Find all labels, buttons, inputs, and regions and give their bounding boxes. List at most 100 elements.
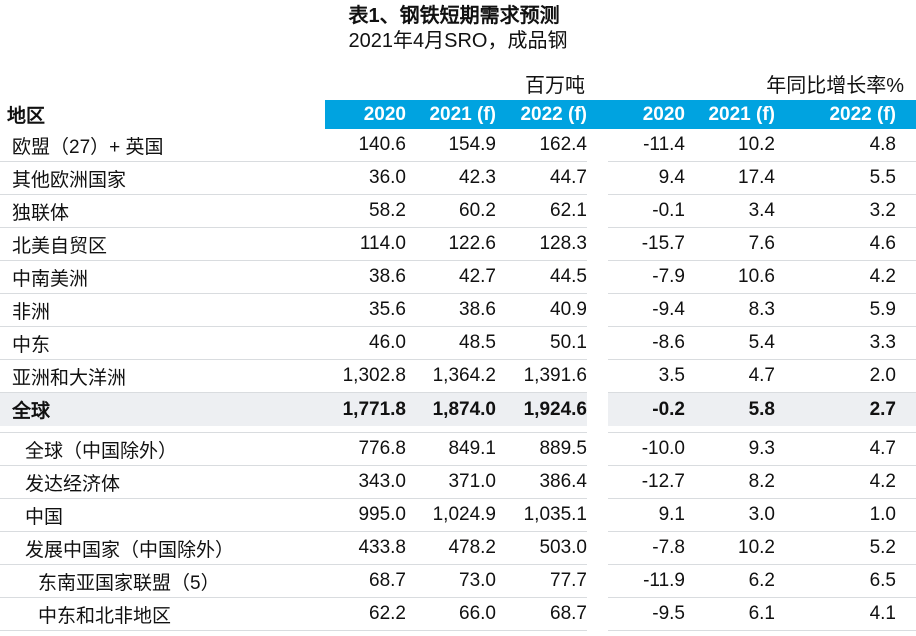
- spacer-segment-left: [0, 426, 587, 433]
- value-cell-tonnes: 1,024.9: [432, 504, 496, 525]
- row-segment-growth: 9.1 3.0 1.0: [608, 499, 916, 532]
- row-segment-tonnes: 中东和北非地区 62.2 66.0 68.7: [0, 598, 587, 631]
- table-row: 中南美洲 38.6 42.7 44.5 -7.9 10.6 4.2: [0, 261, 916, 294]
- value-cell-tonnes: 386.4: [539, 471, 587, 492]
- value-cell-tonnes: 1,302.8: [342, 365, 406, 386]
- value-cell-growth: -7.8: [652, 537, 685, 558]
- column-header-growth-2021f: 2021 (f): [708, 103, 775, 125]
- value-cell-growth: 6.5: [869, 570, 896, 591]
- value-cell-tonnes: 77.7: [550, 570, 587, 591]
- value-cell-growth: 9.3: [748, 438, 775, 459]
- value-cell-tonnes: 44.5: [550, 266, 587, 287]
- table-row: 非洲 35.6 38.6 40.9 -9.4 8.3 5.9: [0, 294, 916, 327]
- value-cell-tonnes: 66.0: [459, 603, 496, 624]
- region-cell: 中国: [25, 506, 64, 528]
- value-cell-growth: -8.6: [652, 332, 685, 353]
- value-cell-tonnes: 44.7: [550, 167, 587, 188]
- region-cell: 独联体: [12, 202, 70, 224]
- value-cell-growth: 8.2: [748, 471, 775, 492]
- column-group-gap: [587, 393, 608, 426]
- value-cell-tonnes: 433.8: [358, 537, 406, 558]
- value-cell-tonnes: 36.0: [369, 167, 406, 188]
- row-segment-growth: -7.8 10.2 5.2: [608, 532, 916, 565]
- column-header-tonnes-2021f: 2021 (f): [429, 103, 496, 125]
- column-group-gap: [587, 129, 608, 162]
- table-row: 亚洲和大洋洲 1,302.8 1,364.2 1,391.6 3.5 4.7 2.0: [0, 360, 916, 393]
- value-cell-tonnes: 162.4: [539, 134, 587, 155]
- region-cell: 全球: [12, 401, 51, 422]
- value-cell-tonnes: 1,364.2: [432, 365, 496, 386]
- value-cell-tonnes: 50.1: [550, 332, 587, 353]
- row-segment-tonnes: 欧盟（27）+ 英国 140.6 154.9 162.4: [0, 129, 587, 162]
- region-cell: 中南美洲: [12, 268, 89, 290]
- unit-label-yoy-growth: 年同比增长率%: [766, 75, 904, 97]
- value-cell-growth: 2.0: [869, 365, 896, 386]
- row-segment-tonnes: 发达经济体 343.0 371.0 386.4: [0, 466, 587, 499]
- value-cell-tonnes: 128.3: [539, 233, 587, 254]
- row-segment-growth: -11.4 10.2 4.8: [608, 129, 916, 162]
- value-cell-growth: 4.2: [869, 471, 896, 492]
- region-cell: 亚洲和大洋洲: [12, 367, 127, 389]
- value-cell-growth: -10.0: [641, 438, 685, 459]
- column-group-gap: [587, 261, 608, 294]
- row-segment-growth: -10.0 9.3 4.7: [608, 433, 916, 466]
- value-cell-tonnes: 849.1: [448, 438, 496, 459]
- value-cell-tonnes: 1,391.6: [523, 365, 587, 386]
- value-cell-tonnes: 478.2: [448, 537, 496, 558]
- value-cell-tonnes: 42.3: [459, 167, 496, 188]
- row-segment-growth: 9.4 17.4 5.5: [608, 162, 916, 195]
- value-cell-tonnes: 73.0: [459, 570, 496, 591]
- row-segment-growth: -0.1 3.4 3.2: [608, 195, 916, 228]
- value-cell-tonnes: 68.7: [550, 603, 587, 624]
- column-group-gap: [587, 532, 608, 565]
- region-cell: 中东: [12, 334, 51, 356]
- column-group-gap: [587, 598, 608, 631]
- value-cell-growth: 6.2: [748, 570, 775, 591]
- value-cell-tonnes: 114.0: [359, 233, 406, 254]
- value-cell-growth: -7.9: [652, 266, 685, 287]
- table-row: 发展中国家（中国除外） 433.8 478.2 503.0 -7.8 10.2 5.2: [0, 532, 916, 565]
- row-segment-growth: -9.5 6.1 4.1: [608, 598, 916, 631]
- column-header-tonnes-2022f: 2022 (f): [520, 103, 587, 125]
- column-group-gap: [587, 195, 608, 228]
- column-group-gap: [587, 162, 608, 195]
- row-segment-tonnes: 北美自贸区 114.0 122.6 128.3: [0, 228, 587, 261]
- region-cell: 北美自贸区: [12, 235, 108, 257]
- table-row: 独联体 58.2 60.2 62.1 -0.1 3.4 3.2: [0, 195, 916, 228]
- region-cell: 中东和北非地区: [38, 605, 172, 627]
- table-header-row: 地区 2020 2021 (f) 2022 (f) 2020 2021 (f) …: [0, 100, 916, 129]
- region-cell: 非洲: [12, 301, 51, 323]
- column-group-gap: [587, 228, 608, 261]
- column-group-gap: [587, 433, 608, 466]
- value-cell-tonnes: 42.7: [459, 266, 496, 287]
- column-group-gap: [587, 426, 608, 433]
- value-cell-growth: 4.7: [869, 438, 896, 459]
- row-segment-tonnes: 中南美洲 38.6 42.7 44.5: [0, 261, 587, 294]
- value-cell-tonnes: 38.6: [459, 299, 496, 320]
- table-row: 北美自贸区 114.0 122.6 128.3 -15.7 7.6 4.6: [0, 228, 916, 261]
- row-segment-tonnes: 亚洲和大洋洲 1,302.8 1,364.2 1,391.6: [0, 360, 587, 393]
- value-cell-tonnes: 1,035.1: [523, 504, 587, 525]
- value-cell-tonnes: 68.7: [369, 570, 406, 591]
- value-cell-growth: 4.7: [748, 365, 775, 386]
- table-row: 欧盟（27）+ 英国 140.6 154.9 162.4 -11.4 10.2 4.8: [0, 129, 916, 162]
- column-group-gap: [587, 327, 608, 360]
- row-segment-tonnes: 全球 1,771.8 1,874.0 1,924.6: [0, 393, 587, 426]
- region-cell: 东南亚国家联盟（5）: [38, 572, 220, 594]
- value-cell-growth: 10.2: [738, 537, 775, 558]
- spacer-segment-right: [608, 426, 916, 433]
- value-cell-growth: 9.1: [658, 504, 685, 525]
- region-cell: 发展中国家（中国除外）: [25, 539, 235, 561]
- value-cell-tonnes: 503.0: [539, 537, 587, 558]
- value-cell-tonnes: 60.2: [459, 200, 496, 221]
- value-cell-growth: 1.0: [869, 504, 896, 525]
- row-segment-growth: -9.4 8.3 5.9: [608, 294, 916, 327]
- value-cell-tonnes: 58.2: [369, 200, 406, 221]
- value-cell-tonnes: 1,924.6: [523, 398, 587, 420]
- row-segment-tonnes: 发展中国家（中国除外） 433.8 478.2 503.0: [0, 532, 587, 565]
- value-cell-growth: 8.3: [748, 299, 775, 320]
- row-segment-growth: -15.7 7.6 4.6: [608, 228, 916, 261]
- column-group-gap: [587, 466, 608, 499]
- value-cell-tonnes: 46.0: [369, 332, 406, 353]
